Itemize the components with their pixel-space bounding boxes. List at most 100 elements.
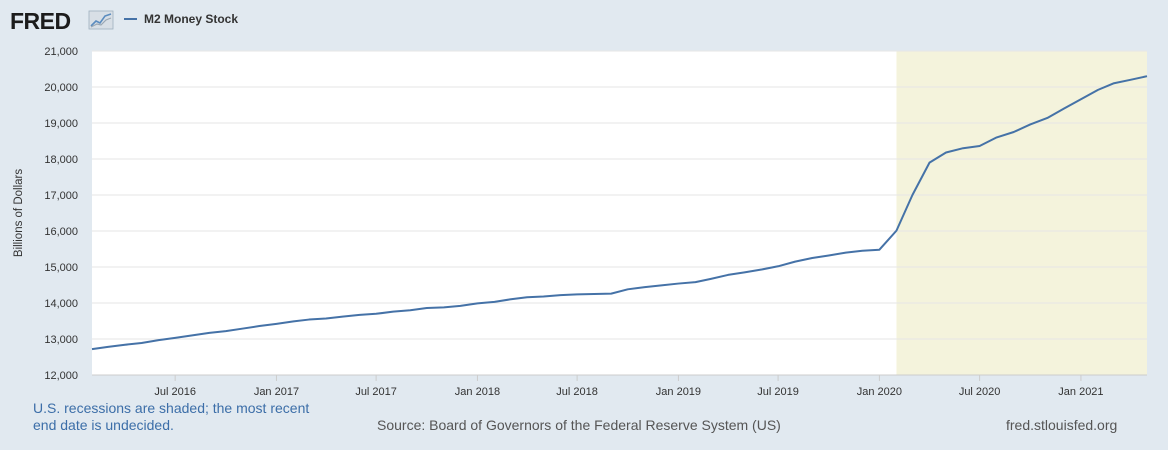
data-point (945, 151, 947, 153)
data-point (409, 309, 411, 311)
x-tick-label: Jul 2018 (556, 386, 598, 398)
data-point (275, 323, 277, 325)
data-point (1029, 123, 1031, 125)
data-point (526, 296, 528, 298)
data-point (743, 271, 745, 273)
data-point (542, 295, 544, 297)
data-point (476, 302, 478, 304)
data-point (509, 298, 511, 300)
data-point (358, 314, 360, 316)
y-tick-label: 14,000 (44, 298, 78, 310)
data-point (107, 346, 109, 348)
x-tick-label: Jul 2017 (355, 386, 397, 398)
data-point (911, 194, 913, 196)
data-point (292, 320, 294, 322)
data-point (1129, 79, 1131, 81)
data-point (962, 147, 964, 149)
data-point (140, 342, 142, 344)
data-point (174, 337, 176, 339)
data-point (225, 330, 227, 332)
data-point (325, 317, 327, 319)
y-tick-label: 16,000 (44, 226, 78, 238)
data-point (978, 145, 980, 147)
x-tick-label: Jan 2021 (1058, 386, 1103, 398)
y-tick-label: 18,000 (44, 154, 78, 166)
data-point (627, 288, 629, 290)
data-point (191, 334, 193, 336)
y-tick-label: 13,000 (44, 334, 78, 346)
y-tick-label: 17,000 (44, 190, 78, 202)
data-point (677, 282, 679, 284)
data-point (794, 260, 796, 262)
recession-shading (896, 51, 1147, 375)
data-point (828, 254, 830, 256)
site-link[interactable]: fred.stlouisfed.org (1006, 417, 1118, 433)
data-point (242, 327, 244, 329)
data-point (1063, 107, 1065, 109)
data-point (760, 268, 762, 270)
data-point (1146, 75, 1148, 77)
source-text: Source: Board of Governors of the Federa… (377, 417, 781, 433)
data-point (1112, 82, 1114, 84)
x-tick-label: Jan 2018 (455, 386, 500, 398)
x-tick-label: Jul 2019 (757, 386, 799, 398)
data-point (710, 278, 712, 280)
fred-logo[interactable]: FRED (10, 8, 114, 34)
data-point (644, 286, 646, 288)
data-point (258, 325, 260, 327)
y-tick-label: 20,000 (44, 82, 78, 94)
data-point (1097, 89, 1099, 91)
recession-note-line-1: U.S. recessions are shaded; the most rec… (33, 400, 310, 416)
y-tick-label: 15,000 (44, 262, 78, 274)
data-point (660, 284, 662, 286)
y-tick-label: 21,000 (44, 46, 78, 58)
y-axis-ticks: 12,000 13,000 14,000 15,000 16,000 17,000 18,0… (44, 46, 78, 382)
y-axis-title: Billions of Dollars (13, 169, 25, 257)
data-point (1013, 131, 1015, 133)
data-point (375, 313, 377, 315)
data-point (576, 293, 578, 295)
data-point (493, 301, 495, 303)
data-point (777, 265, 779, 267)
x-axis-ticks: Jul 2016 Jan 2017 Jul 2017 Jan 2018 Jul 2018… (92, 374, 1147, 398)
x-tick-label: Jan 2019 (656, 386, 701, 398)
data-point (878, 249, 880, 251)
legend-label: M2 Money Stock (144, 12, 238, 26)
data-point (895, 229, 897, 231)
y-tick-label: 12,000 (44, 370, 78, 382)
recession-note: U.S. recessions are shaded; the most rec… (33, 400, 333, 434)
data-point (459, 305, 461, 307)
x-tick-label: Jul 2020 (959, 386, 1001, 398)
legend: M2 Money Stock (124, 12, 238, 26)
y-tick-label: 19,000 (44, 118, 78, 130)
data-point (91, 348, 93, 350)
data-point (1080, 98, 1082, 100)
data-point (559, 294, 561, 296)
data-point (727, 274, 729, 276)
data-point (392, 310, 394, 312)
recession-note-line-2: end date is undecided. (33, 417, 174, 433)
data-point (593, 293, 595, 295)
data-point (208, 332, 210, 334)
data-point (995, 136, 997, 138)
x-tick-label: Jul 2016 (154, 386, 196, 398)
logo-text: FRED (10, 8, 71, 34)
x-tick-label: Jan 2017 (254, 386, 299, 398)
data-point (1046, 117, 1048, 119)
data-point (694, 281, 696, 283)
data-point (811, 257, 813, 259)
x-tick-label: Jan 2020 (857, 386, 902, 398)
data-point (610, 292, 612, 294)
data-point (124, 344, 126, 346)
data-point (426, 307, 428, 309)
data-point (861, 250, 863, 252)
data-point (308, 318, 310, 320)
data-point (928, 161, 930, 163)
logo-chart-icon (88, 10, 114, 30)
data-point (157, 339, 159, 341)
data-point (443, 306, 445, 308)
series-line-m2 (91, 75, 1148, 351)
data-point (845, 251, 847, 253)
data-point (341, 315, 343, 317)
